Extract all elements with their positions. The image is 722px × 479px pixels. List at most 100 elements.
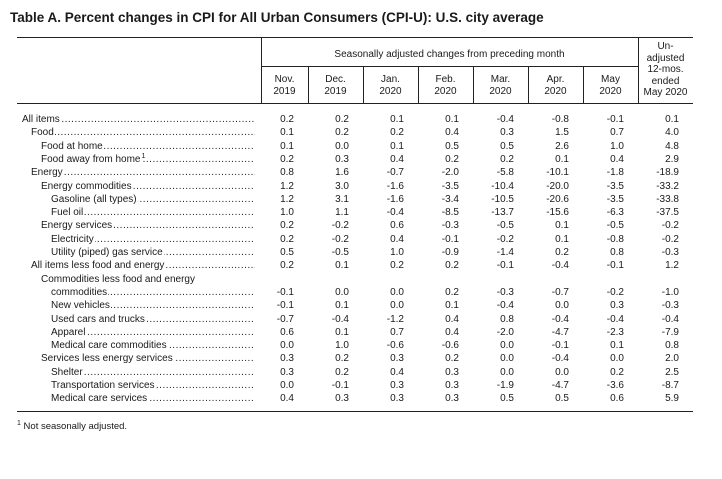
table-cell: 0.2: [280, 220, 294, 232]
table-cell: -7.9: [661, 326, 679, 338]
table-cell: 0.3: [445, 366, 459, 378]
table-cell: 0.3: [390, 380, 404, 391]
table-cell: -0.6: [386, 340, 404, 352]
table-cell: 1.6: [335, 167, 349, 179]
table-cell: 1.5: [555, 127, 569, 139]
table-cell: 0.6: [390, 220, 404, 232]
table-cell: 4.0: [665, 127, 679, 139]
table-cell: -3.5: [606, 180, 624, 192]
row-label: Gasoline (all types)....................…: [51, 193, 255, 205]
table-cell: 2.0: [665, 353, 679, 365]
table-cell: 0.0: [500, 340, 514, 352]
table-cell: -0.4: [551, 260, 569, 272]
table-cell: 0.4: [390, 366, 404, 378]
group-header: Seasonally adjusted changes from precedi…: [334, 49, 565, 60]
table-cell: -0.4: [496, 114, 514, 125]
col-divider: [418, 66, 419, 103]
col-divider: [261, 37, 262, 103]
table-cell: -18.9: [656, 167, 679, 179]
table-cell: 0.8: [610, 247, 624, 258]
table-cell: 0.0: [500, 366, 514, 378]
table-cell: -33.2: [656, 180, 679, 192]
table-cell: 0.1: [335, 260, 349, 272]
table-cell: 0.2: [555, 247, 569, 258]
table-cell: 0.1: [280, 127, 294, 139]
table-cell: 0.1: [555, 220, 569, 232]
row-label: Utility (piped) gas service.............…: [51, 247, 255, 258]
table-cell: 0.0: [610, 353, 624, 365]
col-divider: [308, 66, 309, 103]
table-cell: 0.1: [335, 300, 349, 312]
column-header: Dec. 2019: [324, 74, 347, 97]
table-top-rule: [17, 37, 693, 38]
table-cell: 4.8: [665, 140, 679, 152]
table-cell: 0.5: [500, 140, 514, 152]
col-divider: [363, 66, 364, 103]
table-cell: 0.1: [390, 140, 404, 152]
table-cell: -10.4: [491, 180, 514, 192]
table-cell: -1.6: [386, 193, 404, 205]
row-label: Energy services.........................…: [41, 220, 255, 232]
table-cell: -5.8: [496, 167, 514, 179]
row-label: Used cars and trucks....................…: [51, 313, 255, 325]
table-cell: -0.5: [606, 220, 624, 232]
table-cell: 0.5: [500, 393, 514, 405]
table-cell: -0.8: [606, 233, 624, 245]
col-divider: [473, 66, 474, 103]
table-cell: -0.4: [551, 313, 569, 325]
table-cell: -1.0: [661, 286, 679, 298]
table-cell: 0.2: [280, 260, 294, 272]
table-cell: 0.5: [555, 393, 569, 405]
row-label: Transportation services.................…: [51, 380, 255, 391]
column-header: Apr. 2020: [544, 74, 567, 97]
row-label: Food away from home1....................…: [41, 152, 255, 165]
table-cell: 0.4: [390, 233, 404, 245]
table-cell: -37.5: [656, 207, 679, 219]
table-cell: -10.1: [546, 167, 569, 179]
table-cell: -0.1: [496, 260, 514, 272]
table-cell: -20.6: [546, 193, 569, 205]
table-cell: 0.3: [335, 393, 349, 405]
table-cell: 1.1: [335, 207, 349, 219]
table-cell: -2.0: [496, 326, 514, 338]
table-cell: 0.2: [335, 366, 349, 378]
table-cell: -0.1: [551, 340, 569, 352]
table-cell: 0.2: [445, 286, 459, 298]
table-cell: 3.1: [335, 193, 349, 205]
table-cell: -0.3: [496, 286, 514, 298]
table-cell: 0.2: [280, 114, 294, 125]
table-cell: -0.2: [331, 220, 349, 232]
row-label: Shelter.................................…: [51, 366, 255, 378]
table-cell: -13.7: [491, 207, 514, 219]
table-cell: 0.2: [335, 114, 349, 125]
table-cell: 1.0: [280, 207, 294, 219]
table-cell: -0.2: [661, 220, 679, 232]
table-cell: 0.3: [390, 353, 404, 365]
table-cell: -1.4: [496, 247, 514, 258]
table-cell: 0.2: [280, 153, 294, 165]
table-cell: -0.7: [276, 313, 294, 325]
table-cell: -0.4: [331, 313, 349, 325]
table-cell: 0.2: [500, 153, 514, 165]
table-cell: -0.4: [606, 313, 624, 325]
row-label: All items less food and energy..........…: [31, 260, 255, 272]
row-label: Energy..................................…: [31, 167, 255, 179]
row-label: All items...............................…: [22, 114, 255, 125]
row-label: Food....................................…: [31, 127, 255, 139]
table-cell: 0.3: [445, 380, 459, 391]
table-cell: 0.4: [390, 153, 404, 165]
table-cell: 0.0: [335, 286, 349, 298]
table-cell: -0.1: [276, 300, 294, 312]
table-cell: 0.1: [555, 153, 569, 165]
table-cell: -0.8: [551, 114, 569, 125]
table-cell: -10.5: [491, 193, 514, 205]
table-cell: 0.2: [390, 260, 404, 272]
table-cell: 0.7: [610, 127, 624, 139]
table-cell: 0.0: [555, 300, 569, 312]
table-cell: -3.5: [606, 193, 624, 205]
table-cell: -6.3: [606, 207, 624, 219]
table-cell: 2.9: [665, 153, 679, 165]
table-cell: -0.1: [606, 260, 624, 272]
table-cell: 0.8: [500, 313, 514, 325]
table-cell: 0.1: [390, 114, 404, 125]
